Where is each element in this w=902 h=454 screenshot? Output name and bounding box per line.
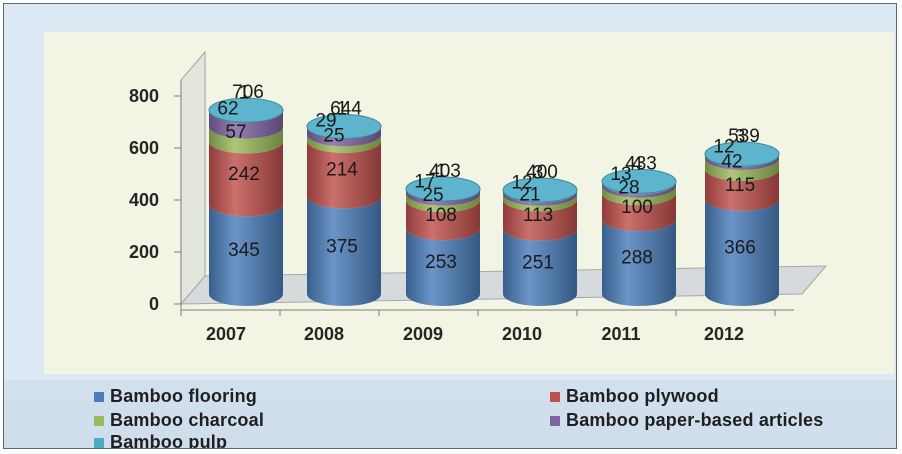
data-label: 3	[533, 162, 544, 183]
x-tick-label: 2009	[403, 324, 443, 344]
data-label: 42	[721, 151, 742, 172]
bar-top-cap	[405, 176, 481, 202]
bar-top-cap	[601, 168, 677, 194]
x-tick-label: 2012	[704, 324, 744, 344]
bar-segment	[705, 168, 779, 211]
x-tick-label: 2011	[601, 324, 640, 344]
data-label: 115	[725, 175, 755, 196]
legend-label: Bamboo plywood	[566, 386, 719, 406]
data-label: 3	[735, 127, 746, 148]
legend-label: Bamboo flooring	[110, 386, 257, 406]
legend-swatch	[94, 415, 104, 426]
bar-segment	[705, 198, 779, 306]
bar-top-cap	[704, 141, 780, 167]
x-tick-label: 2008	[304, 324, 344, 344]
bar-segment	[406, 189, 481, 206]
data-label: 1	[436, 161, 447, 182]
total-label: 644	[330, 99, 362, 120]
legend-swatch	[94, 391, 104, 402]
chart-frame: 0 200 400 600 800 2007 2008 2009 2010 2011 2012 345…	[3, 3, 897, 449]
bar-segment	[406, 200, 481, 241]
data-label: 12	[713, 136, 734, 157]
data-label: 113	[523, 205, 553, 226]
data-label: 1	[239, 82, 250, 103]
total-label: 706	[232, 82, 264, 103]
bar-segment	[705, 158, 779, 181]
legend-label: Bamboo charcoal	[110, 410, 265, 430]
bar-segment	[705, 154, 779, 171]
data-label: 242	[228, 164, 260, 185]
data-label: 12	[511, 172, 532, 193]
x-tick-label: 2010	[502, 324, 542, 344]
data-label: 25	[323, 126, 344, 147]
data-label: 214	[326, 160, 358, 181]
bar-segment	[209, 110, 283, 139]
total-label: 433	[625, 153, 657, 174]
bar-segment	[307, 140, 381, 209]
bar-segment	[307, 196, 381, 306]
total-label: 539	[728, 126, 760, 147]
data-label: 62	[217, 99, 238, 120]
bar-segment	[307, 126, 381, 147]
y-tick-label: 0	[149, 294, 159, 314]
data-label: 13	[610, 164, 631, 185]
legend-swatch	[550, 391, 560, 402]
side-wall	[180, 50, 206, 306]
y-tick-label: 600	[129, 138, 159, 158]
bar-segment	[602, 182, 676, 198]
data-label: 28	[618, 177, 639, 198]
data-label: 375	[326, 236, 358, 257]
legend-item-bamboo-flooring: Bamboo flooring	[94, 386, 257, 407]
data-label: 17	[414, 171, 435, 192]
legend-item-bamboo-paper-based-articles: Bamboo paper-based articles	[550, 410, 823, 431]
bar-segment	[503, 228, 577, 306]
data-label: 251	[522, 252, 554, 273]
data-label: 21	[519, 185, 540, 206]
legend-label: Bamboo pulp	[110, 432, 228, 449]
legend-swatch	[550, 415, 560, 426]
legend-swatch	[94, 437, 104, 448]
bar-segment	[406, 228, 481, 306]
bar-segment	[602, 219, 676, 306]
data-label: 288	[621, 248, 653, 269]
data-label: 366	[724, 237, 756, 258]
data-label: 1	[337, 99, 348, 120]
bar-segment	[602, 185, 676, 206]
bar-segment	[209, 126, 283, 154]
data-label: 29	[315, 111, 336, 132]
y-tick-label: 800	[129, 86, 159, 106]
data-label: 253	[425, 252, 457, 273]
bar-segment	[503, 193, 577, 212]
legend-item-bamboo-pulp: Bamboo pulp	[94, 432, 228, 449]
bar-top-cap	[208, 97, 284, 123]
y-tick-label: 200	[129, 242, 159, 262]
data-label: 57	[225, 122, 246, 143]
bar-segment	[406, 193, 481, 213]
total-label: 400	[526, 162, 558, 183]
legend: Bamboo flooring Bamboo plywood Bamboo ch…	[4, 380, 896, 449]
y-tick-label: 400	[129, 190, 159, 210]
legend-label: Bamboo paper-based articles	[566, 410, 824, 430]
total-label: 403	[429, 161, 461, 182]
legend-item-bamboo-plywood: Bamboo plywood	[550, 386, 719, 407]
data-label: 25	[422, 185, 443, 206]
bar-top-cap	[306, 114, 382, 140]
bar-segment	[209, 204, 283, 306]
x-tick-label: 2007	[206, 324, 246, 344]
bar-segment	[209, 141, 283, 217]
data-label: 345	[228, 240, 260, 261]
data-label: 100	[621, 197, 653, 218]
bar-segment	[503, 199, 577, 241]
data-label: 4	[632, 154, 643, 175]
bar-segment	[307, 134, 381, 153]
bar-top-cap	[502, 177, 578, 203]
bar-segment	[503, 190, 577, 206]
legend-item-bamboo-charcoal: Bamboo charcoal	[94, 410, 264, 431]
bar-segment	[602, 193, 676, 232]
data-label: 108	[425, 205, 457, 226]
